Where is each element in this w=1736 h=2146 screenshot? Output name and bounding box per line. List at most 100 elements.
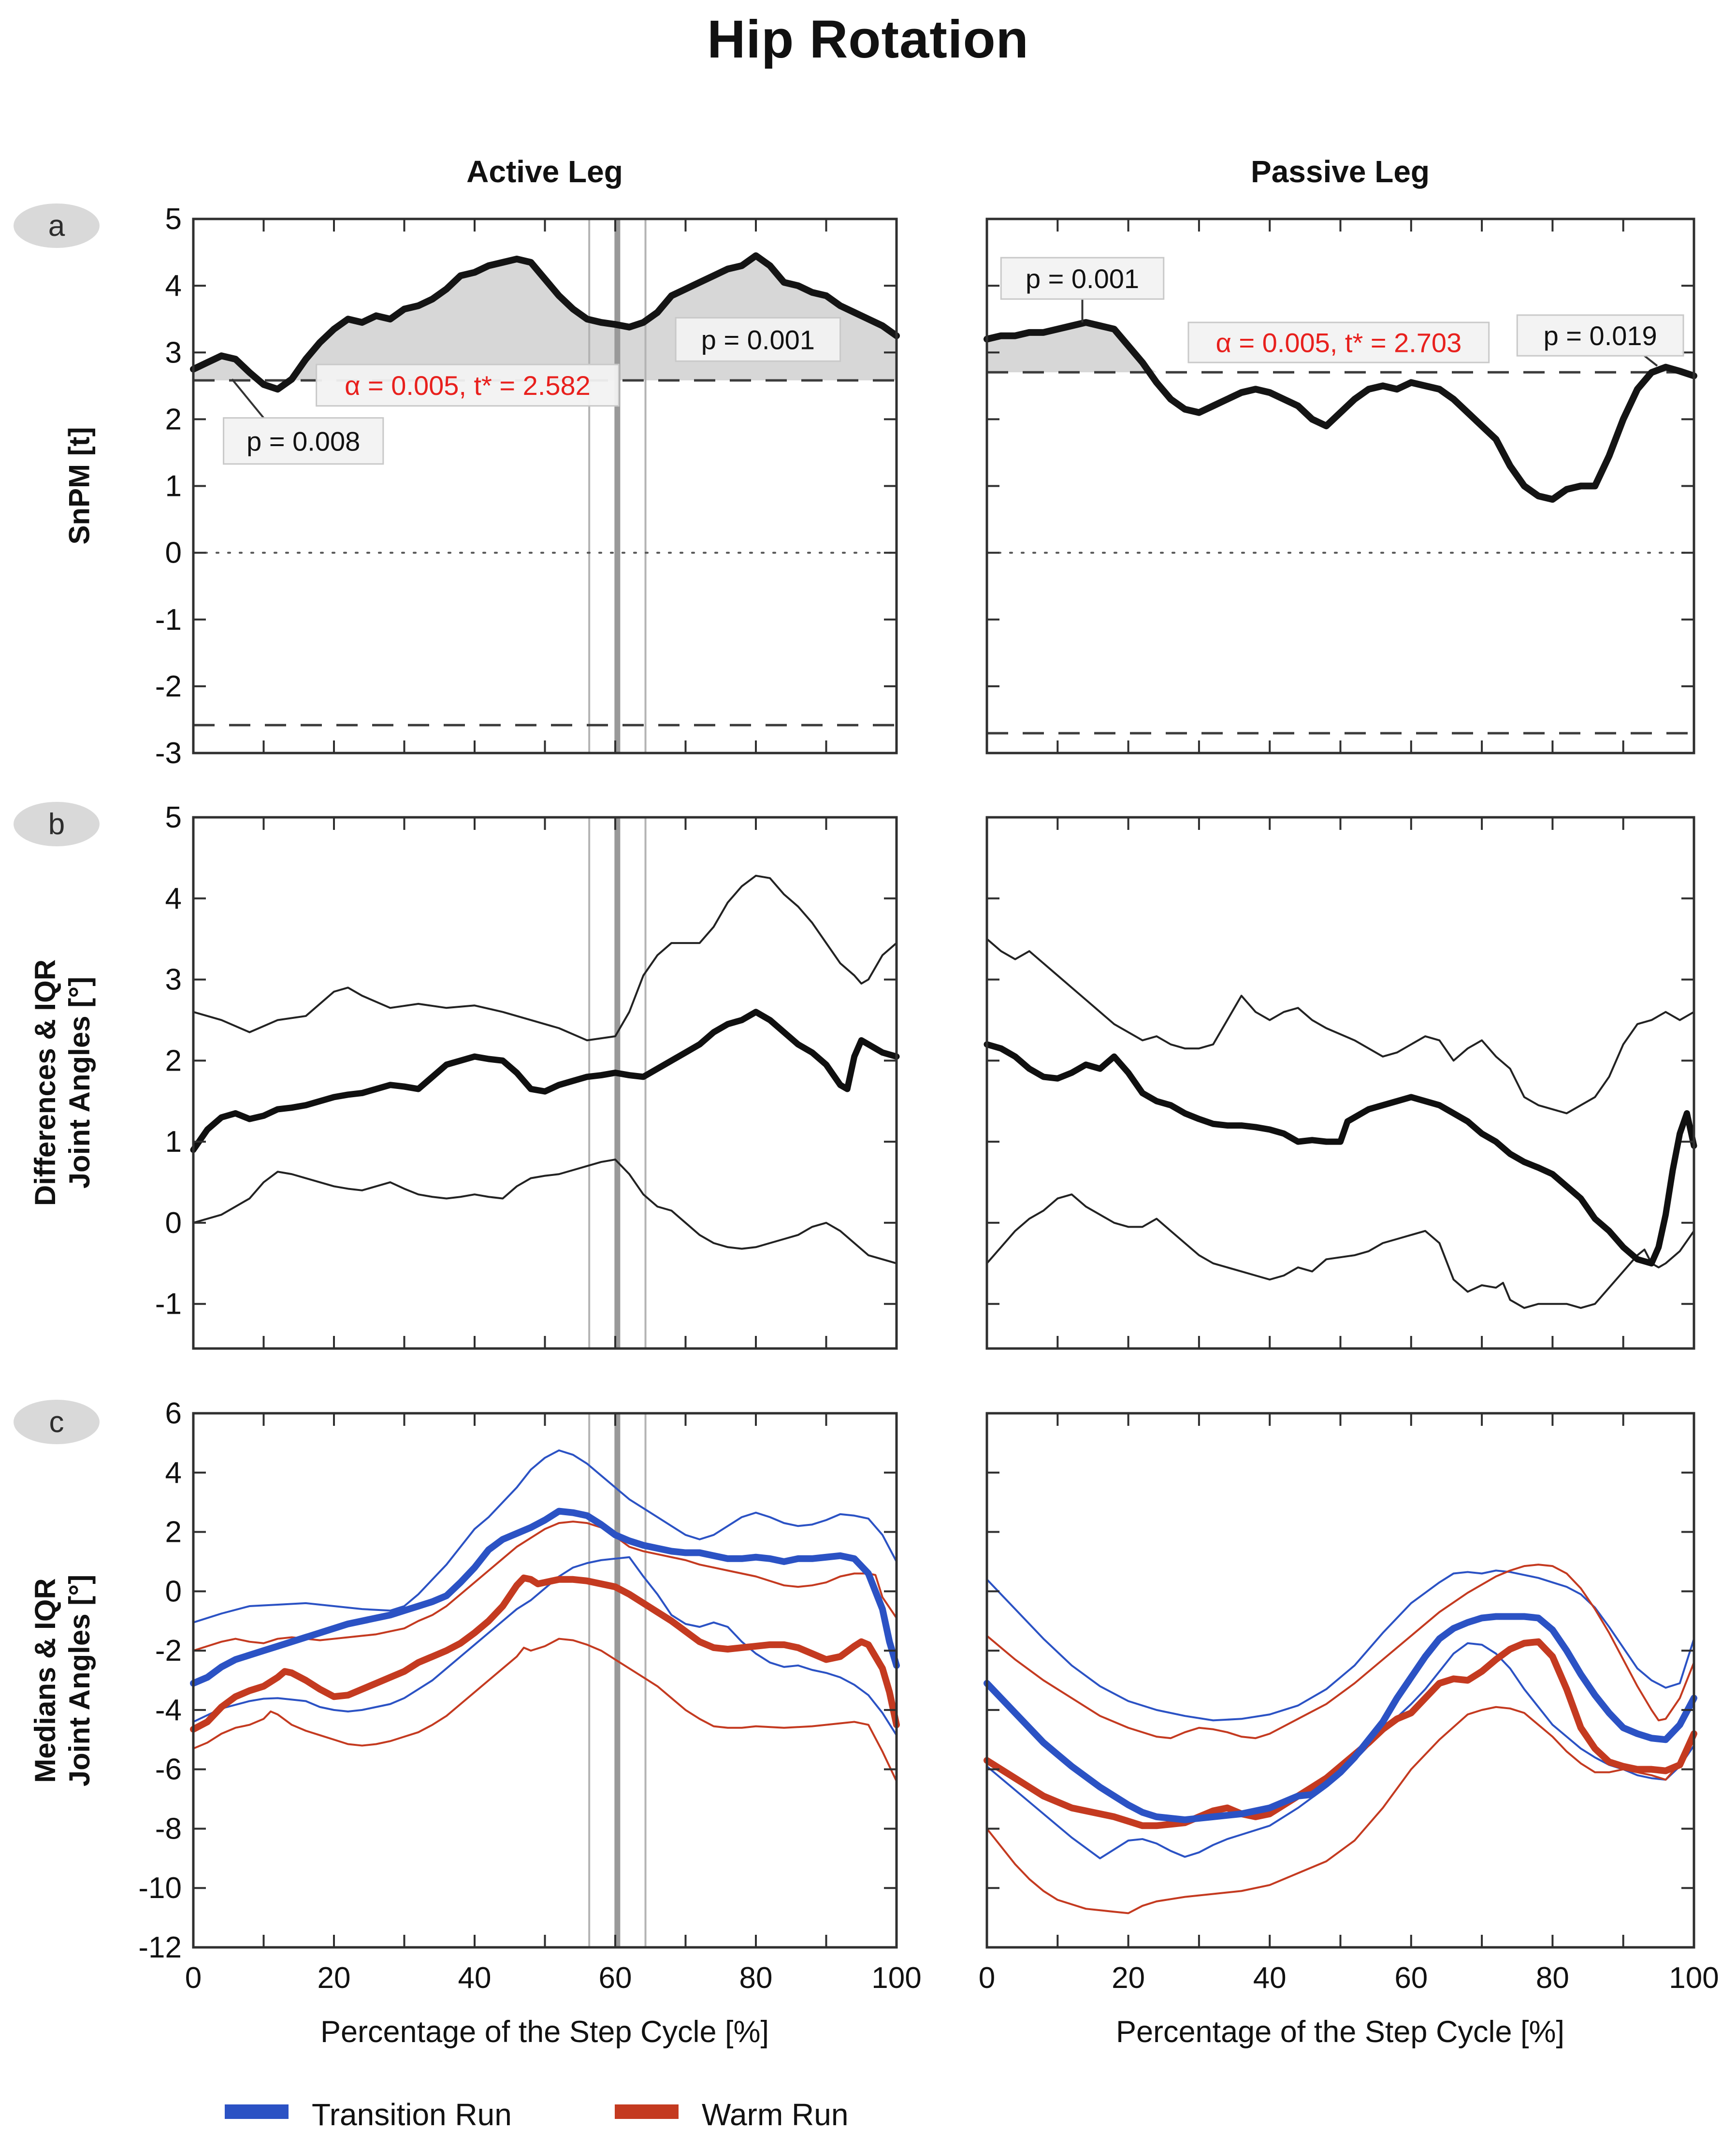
column-header-passive-leg: Passive Leg — [1251, 154, 1430, 189]
figure-title: Hip Rotation — [707, 10, 1029, 69]
xaxis-title-left: Percentage of the Step Cycle [%] — [320, 2015, 769, 2049]
panel-a-left-canvas: 5 4 3 2 1 0 -1 -2 -3 p = 0.008 α = 0.005, t* = 2.5… — [155, 203, 900, 770]
legend-label-transition-run: Transition Run — [312, 2097, 512, 2132]
row-badge-b: b — [14, 802, 100, 846]
legend: Transition Run Warm Run — [0, 2097, 1736, 2132]
panel-b-left: 5 4 3 2 1 0 -1 — [155, 801, 900, 1350]
x-tick-label: 40 — [1253, 1961, 1287, 1995]
axis-box — [985, 816, 1695, 1350]
y-tick-label: 2 — [165, 403, 182, 436]
series-warm_median — [984, 1638, 1697, 1829]
x-tick-label: 100 — [871, 1961, 921, 1995]
y-tick-label: 6 — [165, 1397, 182, 1430]
y-tick-label: 5 — [165, 801, 182, 834]
series-transition_median — [190, 1508, 900, 1687]
y-tick-label: 2 — [165, 1044, 182, 1077]
x-tick-label: 80 — [1536, 1961, 1569, 1995]
row-badge-c: c — [14, 1400, 100, 1444]
x-tick-label: 0 — [979, 1961, 995, 1995]
y-tick-label: 2 — [165, 1516, 182, 1549]
panel-a-left: 5 4 3 2 1 0 -1 -2 -3 p = 0.008 α = 0.005, t* = 2.5… — [155, 203, 900, 770]
x-tick-label: 0 — [185, 1961, 202, 1995]
annotation-text-1: α = 0.005, t* = 2.582 — [345, 370, 591, 401]
series-iqr_upper — [192, 874, 897, 1042]
series-iqr_upper — [986, 938, 1695, 1115]
yaxis-label-medians: Medians & IQR Joint Angles [°] — [29, 1575, 97, 1786]
annotation-box-2 — [675, 317, 841, 362]
yaxis-label-snpm-line1: SnPM [t] — [63, 427, 96, 545]
xaxis-title-right: Percentage of the Step Cycle [%] — [1115, 2015, 1565, 2049]
row-badge-a: a — [14, 203, 100, 248]
row-badge-b-label: b — [48, 807, 65, 841]
annotation-box-0 — [223, 417, 384, 465]
y-tick-label: -12 — [138, 1931, 182, 1964]
row-badge-a-label: a — [48, 209, 65, 243]
legend-swatch-transition-run — [225, 2104, 289, 2119]
y-tick-label: -8 — [155, 1812, 182, 1845]
annotation-text-2: p = 0.001 — [701, 324, 815, 355]
yaxis-label-medians-line2: Joint Angles [°] — [63, 1574, 96, 1787]
row-badge-c-label: c — [49, 1405, 64, 1439]
y-tick-label: 3 — [165, 963, 182, 997]
annotation-box-0 — [1000, 257, 1165, 300]
x-tick-label: 20 — [318, 1961, 351, 1995]
y-tick-label: 4 — [165, 882, 182, 915]
series-transition_iqr_upper — [986, 1569, 1695, 1722]
panel-c-right-canvas: 0 20 40 60 80 100 — [979, 1412, 1719, 1995]
x-tick-label: 20 — [1112, 1961, 1145, 1995]
series-warm_median — [190, 1574, 900, 1733]
y-tick-label: 3 — [165, 336, 182, 369]
series-transition_median — [984, 1613, 1697, 1824]
series-transition_iqr_upper — [192, 1449, 897, 1624]
annotation-box-2 — [1516, 314, 1684, 357]
y-tick-label: -1 — [155, 1288, 182, 1321]
y-tick-label: 0 — [165, 1206, 182, 1240]
x-tick-label: 100 — [1669, 1961, 1719, 1995]
y-tick-label: -6 — [155, 1753, 182, 1786]
series-iqr_lower — [192, 1159, 897, 1264]
panel-b-right — [984, 816, 1697, 1350]
annotation-text-2: p = 0.019 — [1544, 320, 1657, 351]
series-median — [190, 1009, 900, 1153]
y-tick-label: -2 — [155, 670, 182, 703]
series-warm_iqr_upper — [986, 1564, 1695, 1740]
annotation-text-0: p = 0.008 — [246, 426, 360, 456]
panel-b-right-canvas — [984, 816, 1697, 1350]
y-tick-label: -3 — [155, 737, 182, 770]
series-t — [190, 252, 900, 393]
y-tick-label: 4 — [165, 1456, 182, 1490]
y-tick-label: 5 — [165, 203, 182, 236]
x-tick-label: 60 — [1394, 1961, 1428, 1995]
y-tick-label: 1 — [165, 1125, 182, 1159]
yaxis-label-differences-line1: Differences & IQR — [29, 959, 62, 1206]
series-transition_iqr_lower — [986, 1642, 1695, 1859]
axis-box — [192, 816, 898, 1350]
series-warm_iqr_lower — [192, 1638, 897, 1783]
annotation-leader-0 — [231, 378, 265, 419]
yaxis-label-differences-line2: Joint Angles [°] — [63, 976, 96, 1189]
y-tick-label: -2 — [155, 1634, 182, 1668]
y-tick-label: 0 — [165, 1575, 182, 1608]
y-tick-label: -1 — [155, 603, 182, 637]
panel-c-left: 6 4 2 0 -2 -4 -6 -8 -10 -12 0 20 40 60 80 100 — [138, 1397, 921, 1995]
series-t — [984, 319, 1697, 503]
yaxis-label-snpm: SnPM [t] — [63, 427, 97, 544]
x-tick-label: 60 — [599, 1961, 632, 1995]
annotation-box-1 — [316, 363, 620, 407]
column-header-active-leg: Active Leg — [466, 154, 623, 189]
series-iqr_lower — [986, 1193, 1695, 1309]
series-warm_iqr_lower — [986, 1706, 1695, 1914]
y-tick-label: 4 — [165, 269, 182, 303]
yaxis-label-medians-line1: Medians & IQR — [29, 1578, 62, 1783]
legend-label-warm-run: Warm Run — [702, 2097, 849, 2132]
y-tick-label: -4 — [155, 1694, 182, 1727]
annotation-leader-2 — [1644, 355, 1658, 367]
annotation-text-1: α = 0.005, t* = 2.703 — [1215, 328, 1461, 358]
annotation-box-1 — [1187, 321, 1490, 363]
yaxis-label-differences: Differences & IQR Joint Angles [°] — [29, 959, 97, 1206]
x-tick-label: 40 — [458, 1961, 492, 1995]
panel-a-right: p = 0.001 α = 0.005, t* = 2.703 p = 0.019 — [984, 218, 1697, 754]
y-tick-label: 1 — [165, 470, 182, 503]
